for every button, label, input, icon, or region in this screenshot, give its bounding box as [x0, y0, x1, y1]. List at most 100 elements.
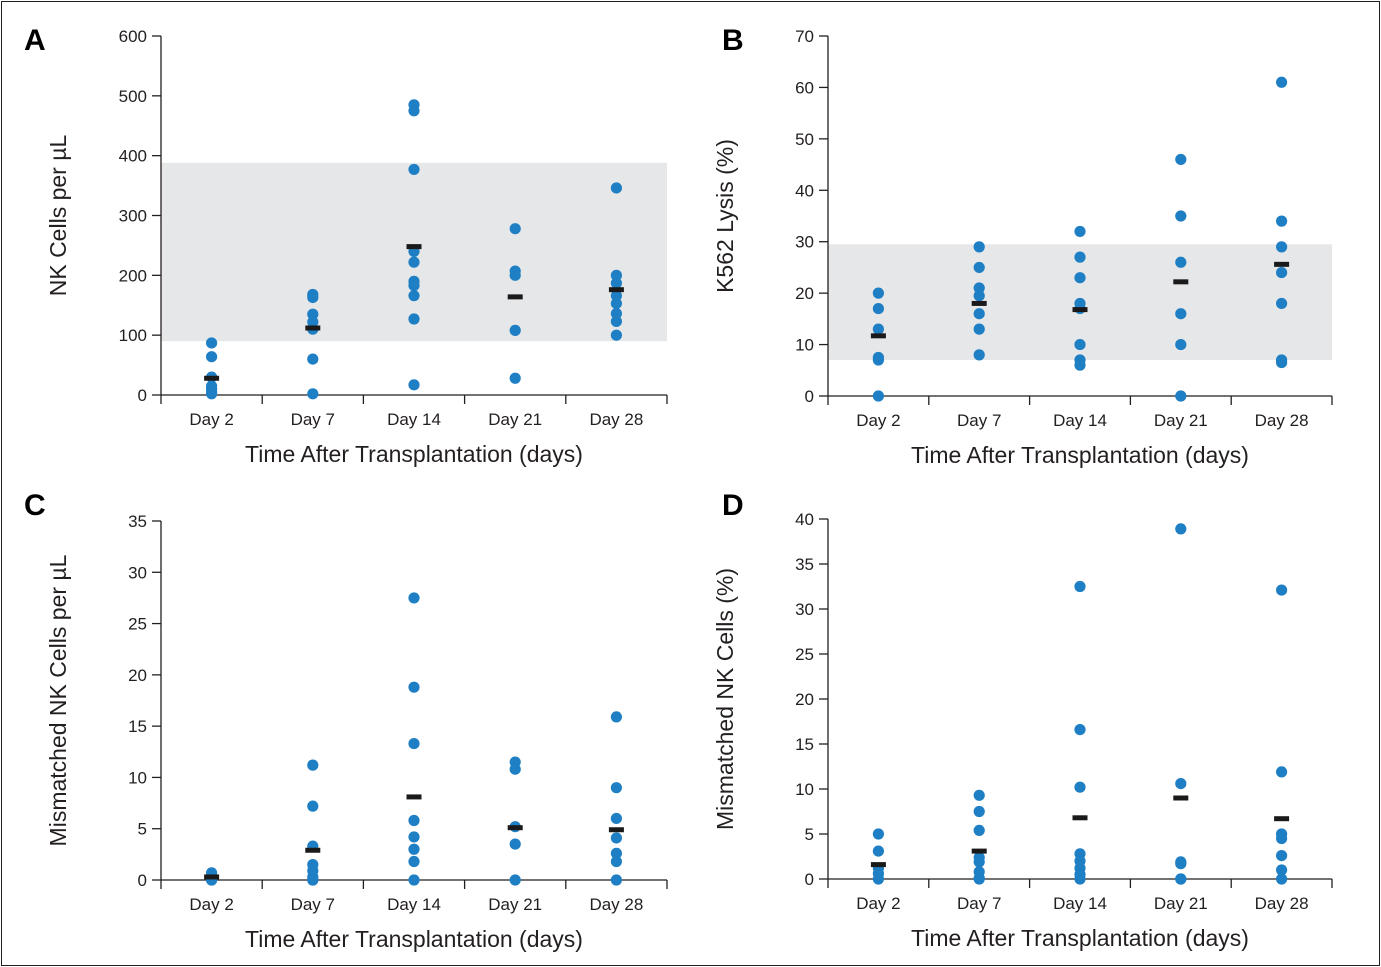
panel-d-y-tick-label: 40 — [795, 510, 814, 529]
panel-d-y-tick-label: 10 — [795, 780, 814, 799]
panel-d-y-tick-label: 25 — [795, 645, 814, 664]
panel-b-data-point — [1175, 390, 1187, 402]
panel-a-x-tick-label: Day 2 — [189, 410, 233, 429]
panel-d-letter: D — [722, 489, 744, 522]
panel-a-data-point — [307, 353, 319, 365]
panel-c-data-point — [610, 847, 623, 859]
panel-b-data-point — [973, 290, 985, 302]
panel-c-y-tick-label: 30 — [128, 563, 147, 582]
panel-d-data-point — [973, 789, 985, 801]
panel-c-data-point — [610, 782, 623, 794]
panel-d: D 0 5 10 15 20 25 30 35 40 Day 2 Day 7 Day 14 Day 21 D… — [712, 489, 1333, 951]
panel-a-data-point — [610, 315, 623, 328]
panel-d-y-tick-label: 15 — [795, 735, 814, 754]
panel-b-median-bar — [870, 333, 886, 339]
panel-d-median-bar — [870, 862, 886, 868]
panel-c-median-bar — [608, 827, 624, 833]
panel-d-x-tick-label: Day 7 — [957, 894, 1001, 913]
panel-b-y-tick-label: 20 — [795, 284, 814, 303]
panel-c-data-point — [509, 874, 521, 886]
panel-d-x-tick-label: Day 14 — [1053, 894, 1107, 913]
panel-d-data-point — [1074, 724, 1086, 736]
panel-d-data-point — [1276, 873, 1288, 885]
panel-d-data-point — [973, 873, 985, 885]
panel-c-x-tick-label: Day 2 — [189, 895, 233, 914]
panel-c-y-tick-label: 5 — [138, 820, 147, 839]
panel-d-data-point — [1175, 873, 1187, 885]
panel-a-data-point — [610, 297, 623, 310]
panel-a-data-point — [307, 388, 319, 400]
panel-b-data-point — [872, 390, 885, 402]
panel-c-data-point — [610, 711, 623, 723]
panel-a: A 0 100 200 300 400 500 600 Day 2 Day 7 Day 14 Day … — [24, 24, 668, 467]
panel-a-median-bar — [608, 287, 624, 293]
panel-b-data-point — [1175, 308, 1187, 320]
panel-b-data-point — [872, 354, 885, 366]
panel-b-median-bar — [971, 300, 987, 306]
panel-a-median-bar — [305, 325, 321, 331]
panel-b-y-tick-label: 60 — [795, 78, 814, 97]
panel-a-data-point — [610, 290, 623, 302]
panel-c-data-point — [408, 831, 420, 843]
panel-a-median-bar — [406, 244, 422, 250]
panel-d-data-point — [1175, 523, 1187, 535]
panel-b-median-bar — [1173, 279, 1189, 285]
panel-a-data-point — [408, 313, 420, 325]
panel-c-data-point — [610, 812, 623, 825]
panel-c-data-point — [408, 874, 420, 886]
panel-b-data-point — [1074, 272, 1086, 284]
panel-d-data-point — [1276, 766, 1288, 778]
panel-b-y-tick-label: 70 — [795, 27, 814, 46]
panel-d-data-point — [1175, 858, 1187, 870]
panel-a-data-point — [610, 308, 623, 320]
panel-a-data-point — [408, 256, 420, 268]
panel-c-data-point — [307, 874, 319, 886]
panel-d-data-point — [973, 856, 985, 868]
panel-c-median-bar — [507, 825, 523, 831]
panel-c-letter: C — [24, 489, 46, 522]
panel-b-data-point — [1175, 256, 1187, 268]
panel-d-median-bar — [971, 848, 987, 854]
panel-c-x-tick-label: Day 14 — [387, 895, 441, 914]
panel-b-data-point — [1175, 338, 1187, 351]
panel-a-data-point — [408, 163, 420, 176]
panel-b-data-point — [872, 287, 885, 299]
panel-a-data-point — [206, 388, 218, 400]
panel-b-y-tick-label: 0 — [805, 387, 814, 406]
panel-d-data-point — [872, 845, 885, 857]
panel-a-data-point — [408, 105, 420, 117]
panel-d-y-tick-label: 5 — [805, 825, 814, 844]
panel-c-data-point — [509, 838, 521, 850]
panel-b-y-axis-title: K562 Lysis (%) — [712, 139, 738, 293]
panel-a-data-point — [610, 269, 623, 281]
panel-b-x-tick-label: Day 14 — [1053, 411, 1107, 430]
panel-a-median-bar — [204, 375, 220, 381]
panel-a-data-point — [206, 351, 218, 363]
panel-a-y-tick-label: 200 — [119, 266, 147, 285]
panel-d-x-tick-label: Day 21 — [1154, 894, 1208, 913]
panel-b-data-point — [973, 282, 985, 294]
panel-b-data-point — [1074, 338, 1086, 351]
panel-c-y-axis-title: Mismatched NK Cells per µL — [45, 554, 71, 846]
panel-d-data-point — [973, 805, 985, 818]
panel-c-x-tick-label: Day 28 — [589, 895, 643, 914]
panel-c-y-tick-label: 15 — [128, 717, 147, 736]
panel-a-data-point — [408, 379, 420, 391]
panel-a-data-point — [610, 277, 623, 289]
panel-b-data-point — [973, 349, 985, 361]
panel-a-data-point — [509, 223, 521, 235]
panel-a-y-tick-label: 600 — [119, 27, 147, 46]
panel-a-data-point — [307, 308, 319, 320]
panel-c-data-point — [509, 763, 521, 775]
panel-c-data-point — [307, 800, 319, 812]
panel-d-x-axis-title: Time After Transplantation (days) — [911, 925, 1249, 951]
panel-d-data-point — [1276, 584, 1288, 596]
panel-b-data-point — [1276, 356, 1288, 369]
panel-b-data-point — [1074, 225, 1086, 238]
panel-a-x-tick-label: Day 21 — [488, 410, 542, 429]
panel-a-data-point — [610, 329, 623, 341]
panel-c-y-tick-label: 35 — [128, 512, 147, 531]
panel-d-y-tick-label: 35 — [795, 555, 814, 574]
panel-b-data-point — [872, 302, 885, 315]
